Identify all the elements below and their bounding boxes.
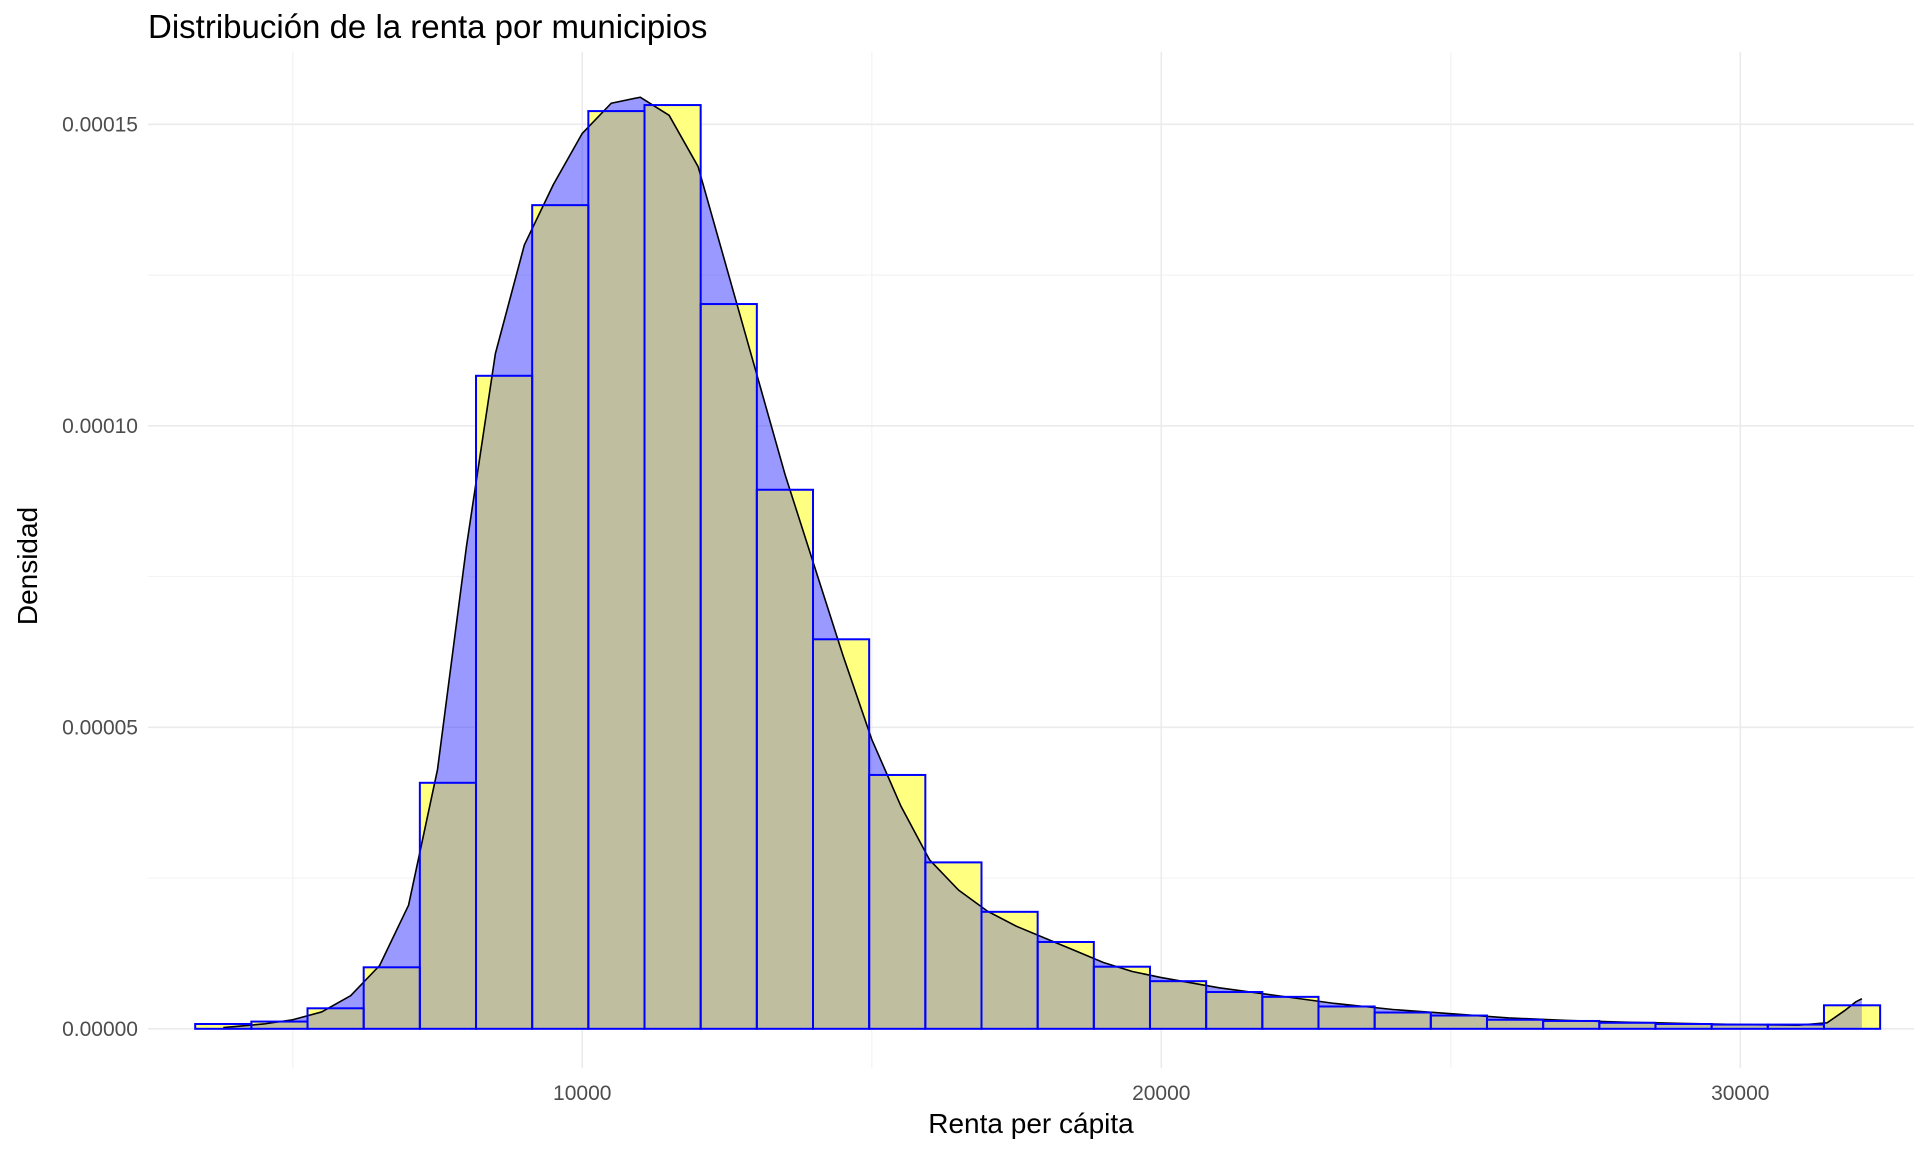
chart-title: Distribución de la renta por municipios: [148, 8, 708, 45]
histogram-bars: [194, 96, 1882, 1030]
overlap-area: [223, 105, 1862, 1029]
x-axis-label: Renta per cápita: [928, 1108, 1134, 1139]
x-tick-label: 30000: [1711, 1082, 1769, 1105]
y-tick-label: 0.00005: [62, 716, 138, 739]
y-axis-ticks: 0.00000 0.00005 0.00010 0.00015: [62, 113, 138, 1040]
x-tick-label: 10000: [553, 1082, 611, 1105]
x-tick-label: 20000: [1132, 1082, 1190, 1105]
y-tick-label: 0.00010: [62, 415, 138, 438]
histogram-bar: [1822, 1004, 1882, 1030]
y-tick-label: 0.00000: [62, 1018, 138, 1041]
histogram-bar-fill: [195, 1023, 252, 1029]
x-axis-ticks: 10000 20000 30000: [553, 1082, 1769, 1105]
y-tick-label: 0.00015: [62, 113, 138, 136]
